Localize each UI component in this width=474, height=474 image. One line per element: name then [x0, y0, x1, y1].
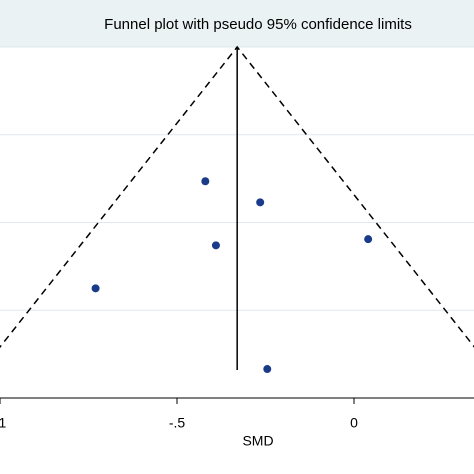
study-point [211, 241, 220, 250]
x-tick-label: 0 [350, 415, 358, 431]
study-point [91, 284, 100, 293]
study-point [256, 198, 265, 207]
x-tick-label: -.5 [169, 415, 186, 431]
title-band [0, 0, 474, 47]
x-axis-label: SMD [242, 433, 273, 449]
study-point [364, 235, 373, 244]
chart-title: Funnel plot with pseudo 95% confidence l… [104, 16, 412, 33]
x-tick-label: -1 [0, 415, 6, 431]
study-point [263, 365, 272, 374]
study-point [201, 177, 210, 186]
